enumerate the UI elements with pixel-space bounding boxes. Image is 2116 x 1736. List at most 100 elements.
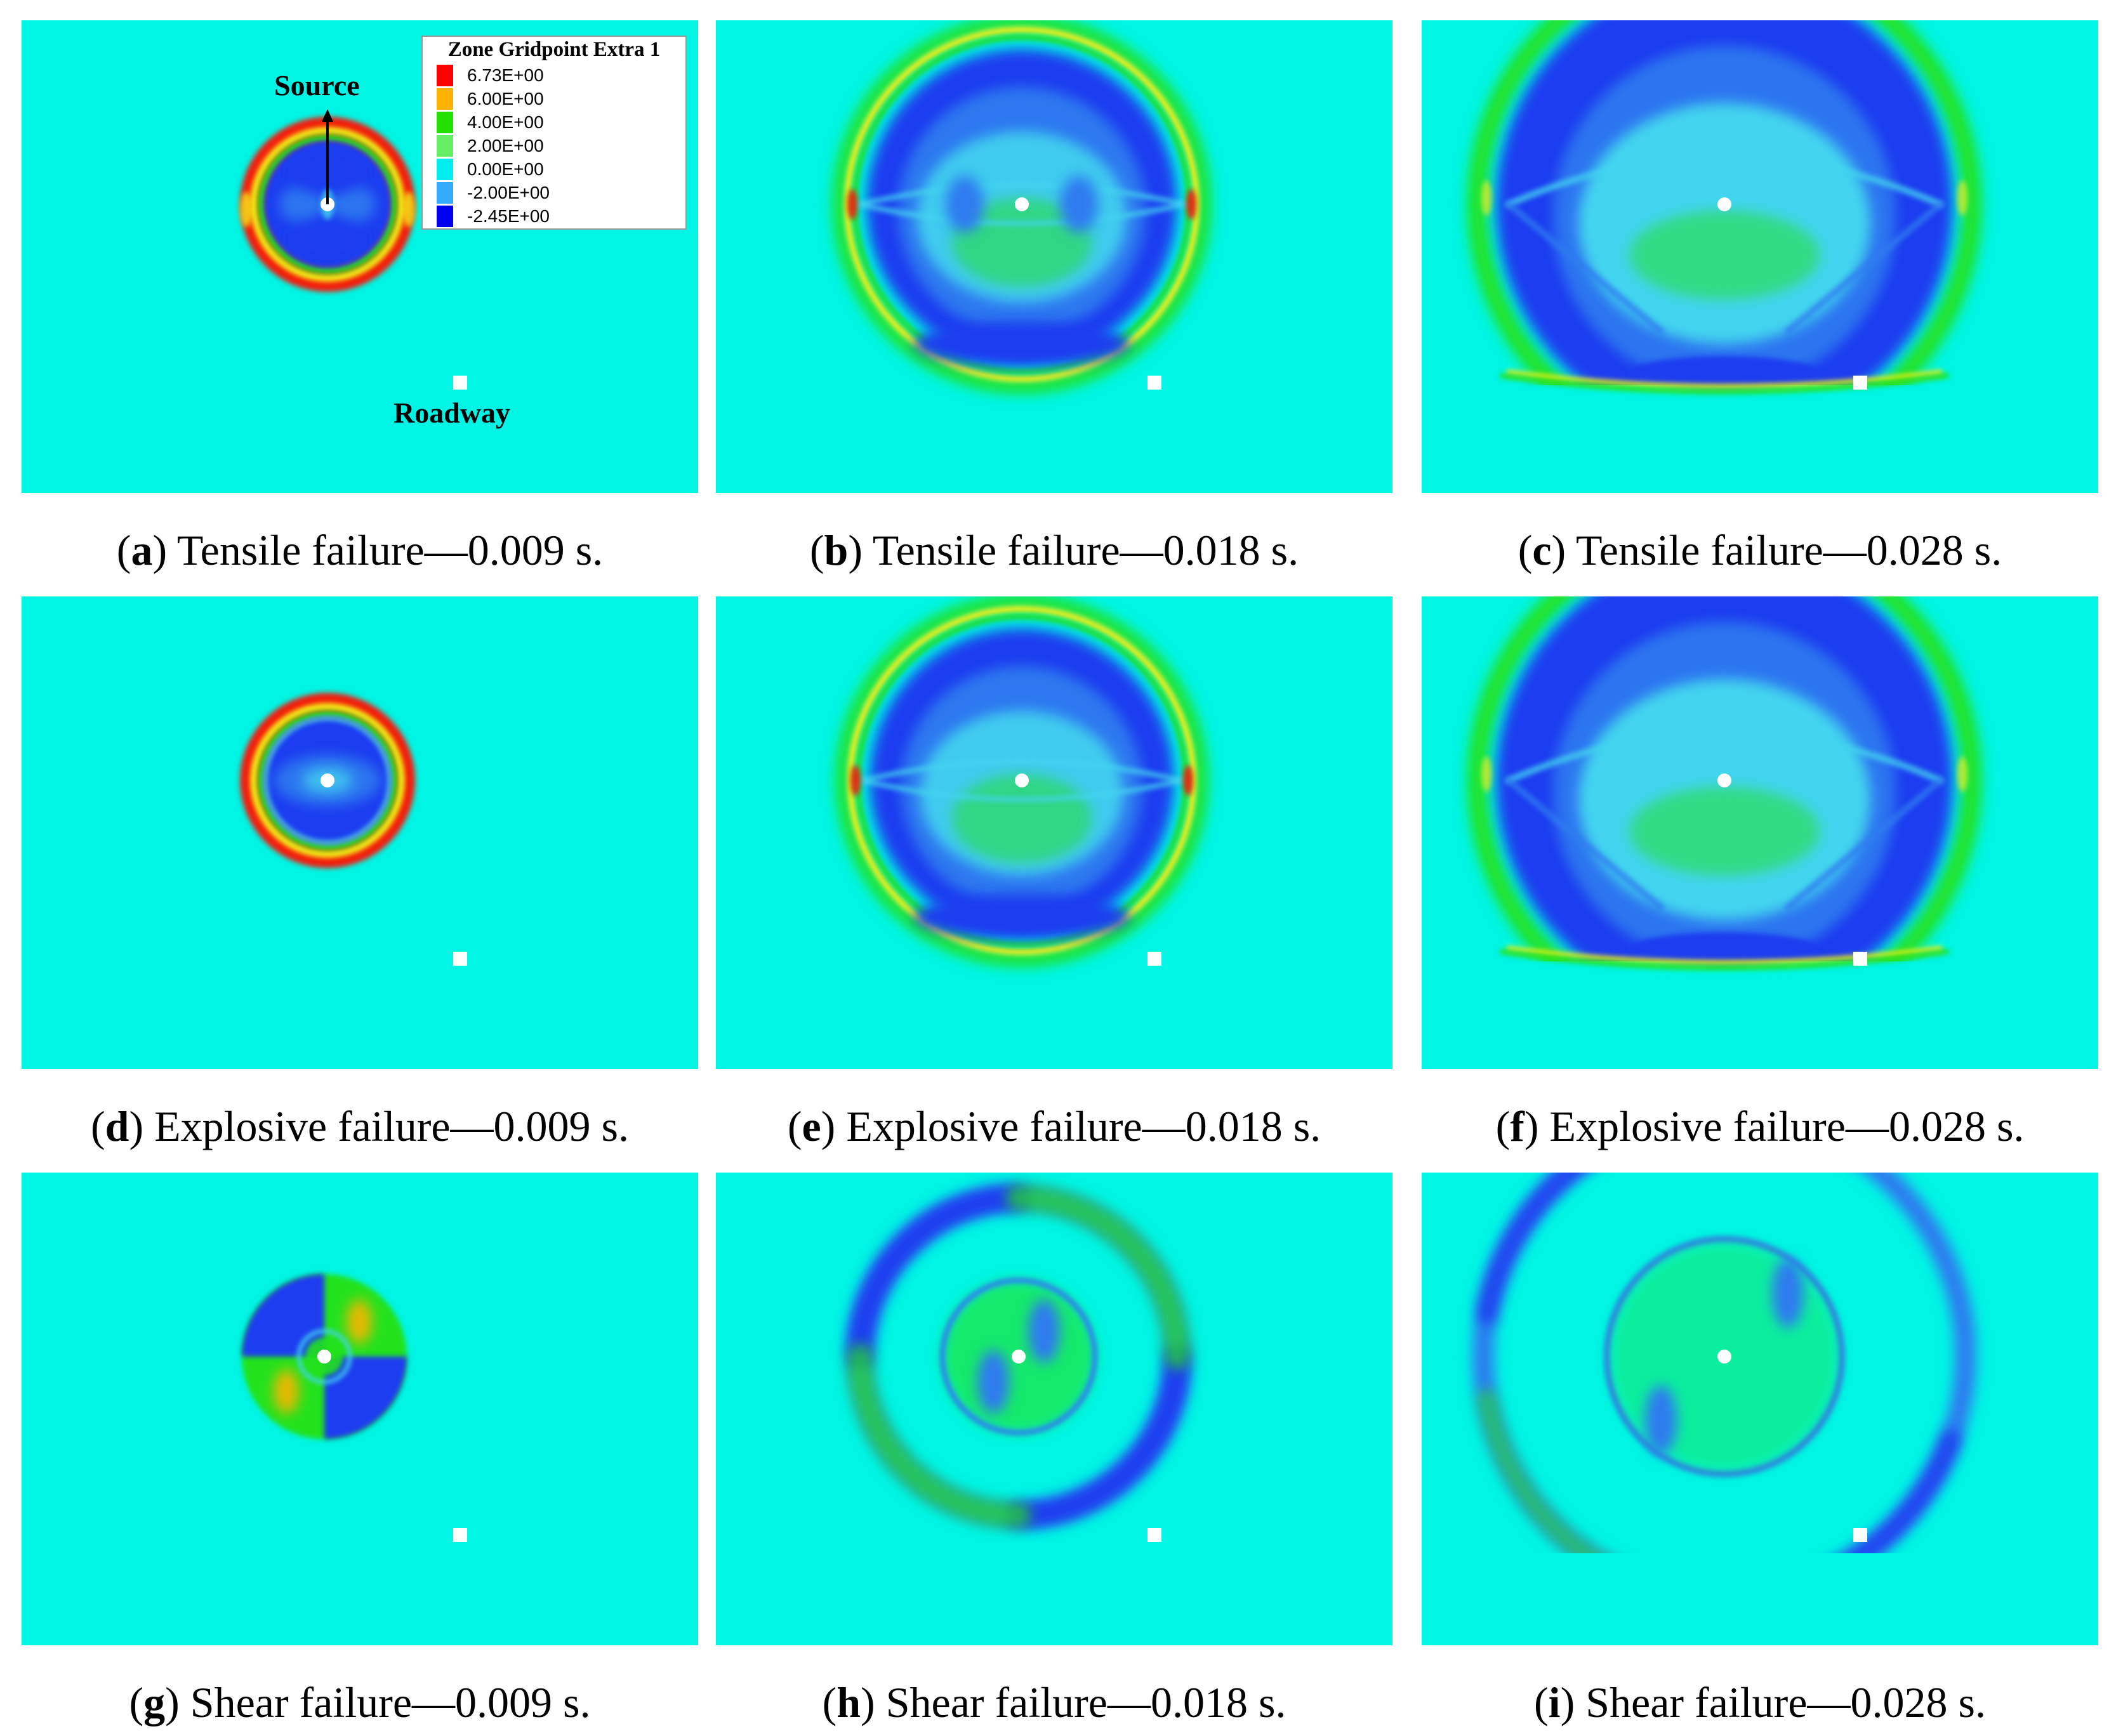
- legend-entry: 6.73E+00: [437, 63, 665, 88]
- ray-lower-left: [1505, 201, 1664, 334]
- legend-label: 2.00E+00: [467, 136, 544, 155]
- source-point: [321, 773, 334, 787]
- legend-label: 0.00E+00: [467, 159, 544, 179]
- quadrant-upper-left: [242, 1274, 324, 1357]
- legend-swatch: [437, 182, 453, 204]
- legend-entry: -2.00E+00: [437, 181, 665, 205]
- ray-lower-right: [1785, 201, 1943, 334]
- legend-entry: 2.00E+00: [437, 134, 665, 158]
- panel-i: [1422, 1173, 2098, 1645]
- caption-letter: i: [1548, 1678, 1561, 1726]
- source-point: [1015, 773, 1029, 787]
- reflected-wave-green: [1500, 949, 1949, 970]
- roadway-marker: [1853, 952, 1867, 966]
- contour-plot: [716, 596, 1392, 1069]
- inner-lobe-left: [279, 185, 327, 223]
- background-lower: [1422, 961, 2098, 1069]
- side-bulge-left: [240, 192, 253, 227]
- panel-g: [22, 1173, 698, 1645]
- caption-text: Explosive failure—0.009 s.: [154, 1102, 629, 1150]
- side-peak-left: [847, 189, 857, 220]
- panel-c: [1422, 20, 2098, 493]
- legend-entry: -2.45E+00: [437, 204, 665, 228]
- wave-field: [1422, 20, 2098, 493]
- legend-label: 6.00E+00: [467, 89, 544, 109]
- lobe-right: [1060, 176, 1098, 233]
- legend-label: -2.45E+00: [467, 206, 550, 226]
- ray-lower: [861, 778, 1183, 802]
- contour-plot: [1422, 596, 2098, 1069]
- panel-h: [716, 1173, 1392, 1645]
- lobe-left: [946, 176, 984, 233]
- roadway-label: Roadway: [393, 397, 511, 429]
- caption-h: (h) Shear failure—0.018 s.: [822, 1678, 1286, 1726]
- legend-label: 6.73E+00: [467, 65, 544, 85]
- legend-swatch: [437, 112, 453, 133]
- source-point: [1012, 1350, 1026, 1364]
- roadway-marker: [1147, 1528, 1161, 1542]
- legend-swatch: [437, 88, 453, 110]
- panel-b: [716, 20, 1392, 493]
- quadrant-lower-right: [324, 1357, 407, 1439]
- source-point: [1717, 1350, 1731, 1364]
- caption-e: (e) Explosive failure—0.018 s.: [787, 1102, 1321, 1150]
- caption-text: Tensile failure—0.009 s.: [176, 526, 604, 574]
- reflected-wave-green: [1500, 373, 1949, 394]
- inner-ring: [1604, 1236, 1845, 1477]
- legend-label: -2.00E+00: [467, 183, 550, 202]
- caption-letter: g: [143, 1678, 166, 1726]
- side-bulge-right: [402, 192, 415, 227]
- legend-entry: 0.00E+00: [437, 157, 665, 181]
- lobe-upper: [1028, 1299, 1060, 1363]
- caption-d: (d) Explosive failure—0.009 s.: [90, 1102, 629, 1150]
- caption-g: (g) Shear failure—0.009 s.: [129, 1678, 591, 1726]
- arc-lower-left: [847, 1344, 1031, 1528]
- outer-wave-green: [836, 596, 1208, 966]
- source-point: [317, 1350, 331, 1364]
- roadway-marker: [1853, 1528, 1867, 1542]
- ray-upper: [861, 759, 1183, 783]
- side-peak-right: [1957, 180, 1967, 216]
- contour-plot: [1422, 20, 2098, 493]
- caption-text: Tensile failure—0.018 s.: [872, 526, 1299, 574]
- ray-upper: [1505, 730, 1943, 784]
- hot-spot-upper: [347, 1299, 372, 1344]
- caption-letter: e: [802, 1102, 821, 1150]
- ray-upper: [1505, 154, 1943, 207]
- inner-ring: [263, 716, 392, 845]
- ray-lower-right: [1785, 777, 1943, 911]
- legend-title: Zone Gridpoint Extra 1: [447, 38, 661, 61]
- wave-front-green: [258, 711, 397, 850]
- arc-upper-left: [1477, 1173, 1584, 1324]
- ray-upper: [857, 183, 1186, 207]
- source-point: [1015, 197, 1029, 211]
- color-legend: Zone Gridpoint Extra 1 6.73E+00 6.00E+00 4.…: [421, 36, 687, 230]
- roadway-marker: [453, 952, 467, 966]
- source-point: [1717, 773, 1731, 787]
- caption-text: Shear failure—0.028 s.: [1585, 1678, 1986, 1726]
- reflected-wave: [1506, 370, 1943, 390]
- arc-lower-right: [1006, 1344, 1190, 1528]
- green-core: [1629, 787, 1820, 876]
- arc-upper-right: [1006, 1185, 1190, 1369]
- hot-spot-lower: [274, 1369, 299, 1414]
- caption-letter: a: [131, 526, 153, 574]
- caption-letter: b: [824, 526, 849, 574]
- background-lower: [1422, 1553, 2098, 1645]
- side-peak-right: [1183, 765, 1193, 796]
- caption-i: (i) Shear failure—0.028 s.: [1534, 1678, 1986, 1726]
- lower-lobe: [293, 218, 362, 261]
- wave-field: [1422, 596, 2098, 1069]
- inner-lobe-right: [327, 185, 376, 223]
- roadway-marker: [1147, 376, 1161, 390]
- caption-c: (c) Tensile failure—0.028 s.: [1518, 526, 2002, 574]
- green-core: [1629, 211, 1820, 299]
- roadway-marker: [453, 1528, 467, 1542]
- bottom-blue: [914, 322, 1130, 366]
- side-peak-right: [1186, 189, 1196, 220]
- wave-front-yellow: [250, 703, 405, 858]
- side-peak-right: [1957, 756, 1967, 792]
- legend-swatch: [437, 159, 453, 180]
- contour-plot: [22, 1173, 698, 1645]
